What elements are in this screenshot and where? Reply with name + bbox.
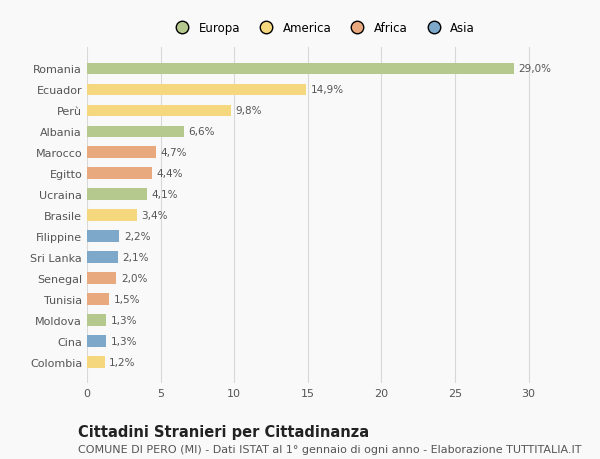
Text: 14,9%: 14,9% (311, 85, 344, 95)
Bar (87, 294, 109, 305)
Bar (87, 63, 514, 75)
Bar (87, 168, 152, 179)
Text: 2,0%: 2,0% (121, 274, 147, 284)
Bar (87, 273, 116, 284)
Text: 29,0%: 29,0% (518, 64, 551, 74)
Text: 1,3%: 1,3% (110, 336, 137, 347)
Legend: Europa, America, Africa, Asia: Europa, America, Africa, Asia (166, 17, 479, 39)
Bar (87, 126, 184, 138)
Text: 1,5%: 1,5% (113, 295, 140, 304)
Bar (87, 357, 104, 368)
Bar (87, 336, 106, 347)
Text: 1,2%: 1,2% (109, 357, 136, 367)
Bar (87, 189, 148, 201)
Bar (87, 252, 118, 263)
Text: 4,7%: 4,7% (161, 148, 187, 158)
Bar (87, 84, 307, 96)
Bar (87, 231, 119, 242)
Text: COMUNE DI PERO (MI) - Dati ISTAT al 1° gennaio di ogni anno - Elaborazione TUTTI: COMUNE DI PERO (MI) - Dati ISTAT al 1° g… (78, 444, 581, 454)
Text: 4,4%: 4,4% (156, 169, 182, 179)
Bar (87, 210, 137, 222)
Bar (87, 315, 106, 326)
Text: 9,8%: 9,8% (236, 106, 262, 116)
Bar (87, 147, 156, 159)
Text: Cittadini Stranieri per Cittadinanza: Cittadini Stranieri per Cittadinanza (78, 425, 369, 440)
Text: 6,6%: 6,6% (188, 127, 215, 137)
Text: 2,2%: 2,2% (124, 232, 150, 241)
Text: 2,1%: 2,1% (122, 252, 149, 263)
Bar (87, 105, 231, 117)
Text: 4,1%: 4,1% (152, 190, 178, 200)
Text: 1,3%: 1,3% (110, 315, 137, 325)
Text: 3,4%: 3,4% (142, 211, 168, 221)
